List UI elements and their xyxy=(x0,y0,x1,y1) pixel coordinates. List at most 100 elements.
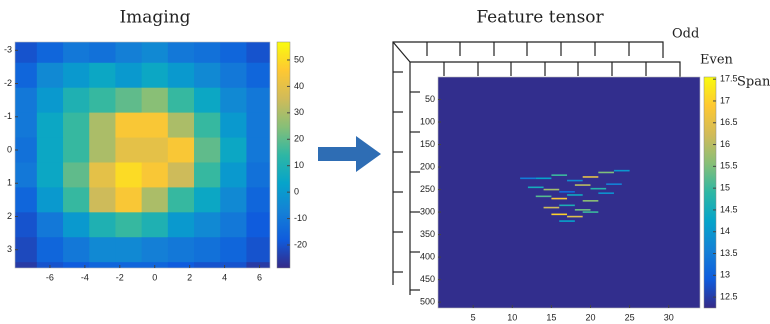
heat-cell xyxy=(37,187,64,212)
colorbar-tick-label: 20 xyxy=(294,134,304,144)
heat-cell xyxy=(142,212,169,237)
heat-cell xyxy=(89,262,116,287)
colorbar-tick-label: 16 xyxy=(720,139,730,149)
colorbar-tick-label: 15.5 xyxy=(720,161,738,171)
heat-cell xyxy=(194,113,221,138)
streak xyxy=(551,198,567,200)
colorbar-tick-label: 15 xyxy=(720,183,730,193)
heat-cell xyxy=(168,38,195,63)
y-tick-label: -1 xyxy=(4,111,12,121)
heat-cell xyxy=(37,113,64,138)
colorbar xyxy=(277,42,290,268)
x-tick-label: 0 xyxy=(152,272,157,282)
heat-cell xyxy=(89,38,116,63)
heat-cell xyxy=(11,262,38,287)
heat-cell xyxy=(142,63,169,88)
streak xyxy=(544,207,560,209)
heat-cell xyxy=(115,88,142,113)
heat-cell xyxy=(37,237,64,262)
plot xyxy=(438,77,700,308)
streak xyxy=(575,209,591,211)
heat-cell xyxy=(89,187,116,212)
heat-cell xyxy=(220,88,247,113)
heat-cell xyxy=(11,162,38,187)
streak xyxy=(606,183,622,185)
heat-cell xyxy=(63,38,90,63)
x-tick-label: 20 xyxy=(585,312,595,322)
heat-cell xyxy=(115,138,142,163)
x-tick-label: 10 xyxy=(507,312,517,322)
streak xyxy=(528,187,544,189)
heat-cell xyxy=(194,38,221,63)
heat-cell xyxy=(115,237,142,262)
x-tick-label: 5 xyxy=(471,312,476,322)
heat-cell xyxy=(89,88,116,113)
heat-cell xyxy=(194,88,221,113)
heat-cell xyxy=(246,63,273,88)
heat-cell xyxy=(246,38,273,63)
colorbar-tick-label: 17.5 xyxy=(720,74,738,84)
heat-cell xyxy=(194,262,221,287)
heat-cell xyxy=(168,187,195,212)
axis-label: Odd xyxy=(672,27,699,42)
heat-cell xyxy=(142,237,169,262)
heat-cell xyxy=(115,38,142,63)
heat-cell xyxy=(194,162,221,187)
streak xyxy=(551,214,567,216)
heat-cell xyxy=(11,38,38,63)
heat-cell xyxy=(194,212,221,237)
heat-cell xyxy=(194,138,221,163)
axis-label: Span xyxy=(737,75,770,90)
heat-cell xyxy=(63,63,90,88)
heat-cell xyxy=(37,138,64,163)
y-tick-label: 300 xyxy=(420,206,435,216)
heat-cell xyxy=(220,63,247,88)
y-tick-label: 400 xyxy=(420,251,435,261)
streak xyxy=(520,178,536,180)
heat-cell xyxy=(142,162,169,187)
y-tick-label: 350 xyxy=(420,229,435,239)
heat-cell xyxy=(89,63,116,88)
streak xyxy=(567,194,583,196)
x-tick-label: 15 xyxy=(546,312,556,322)
x-tick-label: 2 xyxy=(187,272,192,282)
streak xyxy=(591,188,607,190)
colorbar-tick-label: 17 xyxy=(720,95,730,105)
heat-cell xyxy=(63,212,90,237)
heat-cell xyxy=(63,138,90,163)
heat-cell xyxy=(89,162,116,187)
x-tick-label: 4 xyxy=(222,272,227,282)
heat-cell xyxy=(168,63,195,88)
heat-cell xyxy=(115,162,142,187)
x-tick-label: 30 xyxy=(664,312,674,322)
streak xyxy=(583,200,599,202)
y-tick-label: 500 xyxy=(420,297,435,307)
colorbar-tick-label: 13.5 xyxy=(720,248,738,258)
streak xyxy=(536,178,552,180)
heat-cell xyxy=(246,113,273,138)
heat-cell xyxy=(246,138,273,163)
streak xyxy=(559,205,575,207)
heat-cell xyxy=(142,113,169,138)
heat-cell xyxy=(89,212,116,237)
heat-cell xyxy=(89,113,116,138)
heat-cell xyxy=(220,237,247,262)
heat-cell xyxy=(246,88,273,113)
heat-cell xyxy=(115,212,142,237)
streak xyxy=(583,211,599,213)
heat-cell xyxy=(168,212,195,237)
figure: Imaging Feature tensor Odd Even Span -6-… xyxy=(0,0,770,324)
streak xyxy=(567,216,583,218)
streak xyxy=(567,180,583,182)
streak xyxy=(551,174,567,176)
y-tick-label: 3 xyxy=(7,244,12,254)
heat-cell xyxy=(11,237,38,262)
colorbar-tick-label: 10 xyxy=(294,160,304,170)
heat-cell xyxy=(37,212,64,237)
x-tick-label: 6 xyxy=(257,272,262,282)
colorbar-tick-label: 30 xyxy=(294,107,304,117)
streak xyxy=(583,176,599,178)
y-tick-label: 150 xyxy=(420,139,435,149)
colorbar-tick-label: 12.5 xyxy=(720,291,738,301)
streak xyxy=(614,170,630,172)
